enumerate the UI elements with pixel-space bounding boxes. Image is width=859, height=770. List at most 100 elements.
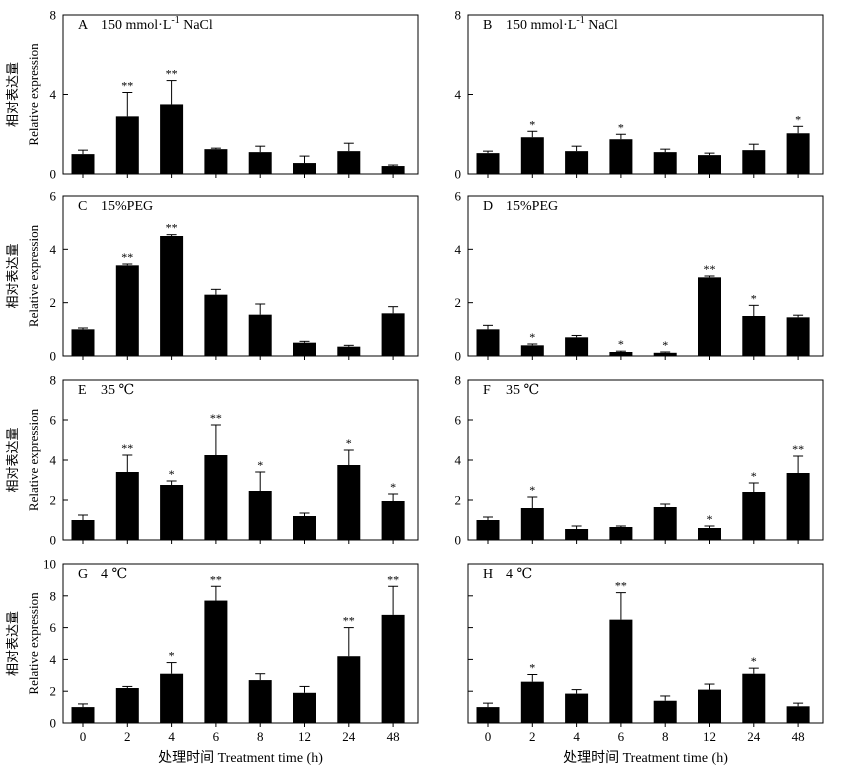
significance-mark: * bbox=[529, 661, 535, 675]
significance-mark: ** bbox=[615, 579, 627, 593]
significance-mark: * bbox=[707, 512, 713, 526]
x-tick-label: 48 bbox=[387, 729, 400, 744]
treatment-label: 4 ℃ bbox=[101, 567, 127, 582]
y-tick-label: 0 bbox=[50, 167, 57, 182]
bar bbox=[204, 455, 228, 540]
treatment-label: 150 mmol·L-1 NaCl bbox=[101, 15, 213, 33]
significance-mark: * bbox=[751, 654, 757, 668]
treatment-suffix: NaCl bbox=[585, 18, 618, 33]
panel-A: 0 4 8 相对表达量 Relative expression A 150 mmol·L-1… bbox=[5, 8, 419, 182]
treatment-text: 35 ℃ bbox=[101, 383, 134, 398]
bar bbox=[204, 600, 228, 723]
bar bbox=[786, 473, 810, 540]
y-tick-label: 0 bbox=[50, 716, 57, 731]
bar bbox=[698, 689, 721, 723]
treatment-text: 4 ℃ bbox=[101, 567, 127, 582]
panel-letter: C bbox=[78, 199, 87, 214]
y-tick-label: 8 bbox=[455, 8, 462, 23]
significance-mark: * bbox=[751, 469, 757, 483]
y-tick-label: 8 bbox=[50, 8, 57, 23]
significance-mark: ** bbox=[121, 79, 133, 93]
bar bbox=[337, 465, 361, 540]
y-tick-label: 4 bbox=[455, 242, 462, 257]
bar bbox=[476, 520, 500, 540]
y-tick-label: 6 bbox=[50, 413, 57, 428]
x-axis-label: 处理时间 Treatment time (h) bbox=[563, 750, 728, 766]
y-tick-label: 0 bbox=[455, 533, 462, 548]
significance-mark: * bbox=[529, 483, 535, 497]
significance-mark: ** bbox=[343, 614, 355, 628]
y-tick-label: 4 bbox=[50, 652, 57, 667]
y-tick-label: 8 bbox=[455, 373, 462, 388]
y-tick-label: 6 bbox=[50, 620, 57, 635]
treatment-text: 150 mmol·L bbox=[506, 18, 576, 33]
bar bbox=[565, 529, 589, 540]
bar bbox=[653, 152, 677, 174]
y-tick-label: 2 bbox=[50, 684, 57, 699]
bar bbox=[381, 166, 405, 174]
treatment-text: 15%PEG bbox=[101, 199, 153, 214]
y-tick-label: 10 bbox=[43, 557, 56, 572]
bar bbox=[115, 472, 139, 540]
y-tick-label: 4 bbox=[50, 242, 57, 257]
y-axis-label-cn: 相对表达量 bbox=[5, 427, 20, 492]
bar bbox=[698, 528, 721, 540]
significance-mark: ** bbox=[387, 572, 399, 586]
significance-mark: * bbox=[529, 117, 535, 131]
y-axis-label-en: Relative expression bbox=[26, 224, 41, 327]
bar bbox=[160, 673, 184, 723]
bar bbox=[786, 317, 810, 356]
bar bbox=[742, 150, 766, 174]
treatment-label: 150 mmol·L-1 NaCl bbox=[506, 15, 618, 33]
treatment-text: 4 ℃ bbox=[506, 567, 532, 582]
bar bbox=[742, 316, 766, 356]
significance-mark: * bbox=[257, 458, 263, 472]
bar bbox=[293, 692, 316, 723]
bar bbox=[115, 688, 139, 723]
treatment-label: 15%PEG bbox=[101, 199, 153, 214]
significance-mark: * bbox=[346, 436, 352, 450]
bar bbox=[381, 501, 405, 540]
treatment-text: 150 mmol·L bbox=[101, 18, 171, 33]
x-tick-label: 2 bbox=[124, 729, 131, 744]
significance-mark: ** bbox=[121, 441, 133, 455]
bar bbox=[71, 707, 95, 723]
y-axis-label-cn: 相对表达量 bbox=[5, 611, 20, 676]
significance-mark: ** bbox=[166, 67, 178, 81]
significance-mark: ** bbox=[166, 221, 178, 235]
x-tick-label: 4 bbox=[168, 729, 175, 744]
y-axis-label-en: Relative expression bbox=[26, 408, 41, 511]
bar bbox=[653, 352, 677, 356]
bar bbox=[337, 151, 361, 174]
bar bbox=[71, 520, 95, 540]
bar bbox=[71, 329, 95, 356]
bar bbox=[293, 516, 316, 540]
x-tick-label: 4 bbox=[573, 729, 580, 744]
x-tick-label: 2 bbox=[529, 729, 536, 744]
x-tick-label: 6 bbox=[618, 729, 625, 744]
bar bbox=[248, 314, 272, 356]
bar bbox=[204, 294, 228, 356]
significance-mark: * bbox=[618, 337, 624, 351]
x-tick-label: 12 bbox=[703, 729, 716, 744]
bar bbox=[160, 485, 184, 540]
panel-letter: E bbox=[78, 383, 87, 398]
treatment-label: 4 ℃ bbox=[506, 567, 532, 582]
panel-letter: B bbox=[483, 18, 492, 33]
bar bbox=[160, 104, 184, 174]
x-tick-label: 12 bbox=[298, 729, 311, 744]
bar bbox=[204, 149, 228, 174]
y-tick-label: 2 bbox=[50, 295, 57, 310]
y-tick-label: 8 bbox=[50, 588, 57, 603]
bar bbox=[609, 619, 633, 723]
treatment-text: 35 ℃ bbox=[506, 383, 539, 398]
bar bbox=[337, 656, 361, 723]
y-axis-label-en: Relative expression bbox=[26, 43, 41, 146]
significance-mark: ** bbox=[121, 250, 133, 264]
significance-mark: * bbox=[169, 467, 175, 481]
bar bbox=[248, 680, 272, 723]
bar bbox=[476, 153, 500, 174]
